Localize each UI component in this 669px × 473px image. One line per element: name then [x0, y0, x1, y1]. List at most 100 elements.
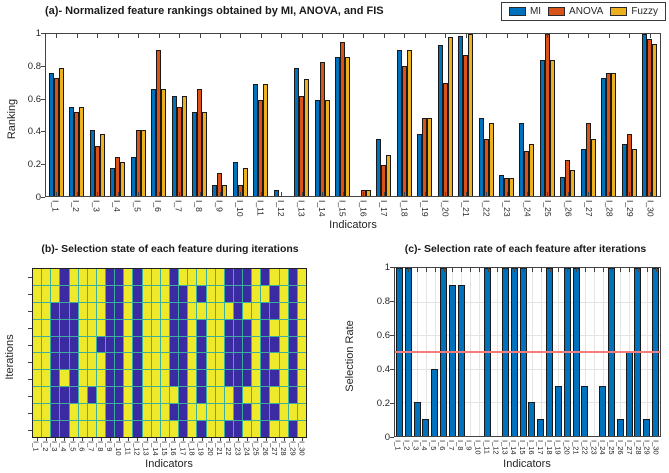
x-tick-mark: [608, 192, 610, 196]
heatmap-cell-I_22-it3: [224, 302, 233, 319]
x-tick-mark: [611, 268, 613, 272]
x-tick-mark: [363, 192, 365, 196]
x-tick-label: I_6: [77, 441, 87, 452]
x-tick-label: I_3: [91, 200, 102, 212]
heatmap-cell-I_7-it6: [87, 353, 96, 370]
x-tick-label: I_16: [526, 440, 536, 455]
heatmap-cell-I_17-it8: [179, 387, 188, 404]
heatmap-cell-I_27-it4: [270, 319, 279, 336]
heatmap-cell-I_4-it4: [60, 319, 69, 336]
heatmap-cell-I_1-it2: [33, 285, 42, 302]
bar-MI-I_9: [212, 185, 218, 196]
heatmap-cell-I_12-it5: [133, 336, 142, 353]
x-tick-label: I_14: [317, 200, 328, 217]
bar-MI-I_17: [376, 139, 382, 196]
heatmap-cell-I_16-it9: [169, 404, 179, 421]
heatmap-cell-I_1-it9: [33, 404, 42, 421]
x-tick-mark: [506, 192, 508, 196]
x-tick-mark: [240, 34, 242, 38]
bar-ANOVA-I_23: [504, 178, 509, 196]
bar-ANOVA-I_30: [647, 39, 653, 196]
bar-ANOVA-I_22: [483, 139, 489, 196]
heatmap-cell-I_7-it8: [87, 387, 96, 404]
x-tick-label: I_15: [518, 440, 528, 455]
bar-ANOVA-I_19: [422, 118, 428, 196]
heatmap-cell-I_10-it8: [115, 387, 124, 404]
heatmap-cell-I_25-it9: [252, 404, 261, 421]
heatmap-cell-I_20-it6: [206, 353, 215, 370]
bar-MI-I_30: [642, 34, 648, 196]
x-tick-label: I_5: [68, 441, 78, 452]
heatmap-cell-I_26-it10: [261, 421, 270, 437]
b-y-tick-mark: [28, 310, 32, 312]
x-tick-label: I_1: [50, 200, 61, 212]
heatmap-cell-I_6-it10: [78, 421, 87, 437]
heatmap-cell-I_22-it4: [224, 319, 233, 336]
heatmap-cell-I_29-it3: [288, 302, 297, 319]
heatmap-cell-I_10-it9: [115, 404, 124, 421]
bar-Fuzzy-I_21: [468, 34, 474, 196]
heatmap-cell-I_17-it4: [179, 319, 188, 336]
heatmap-cell-I_19-it1: [197, 269, 206, 285]
heatmap-cell-I_1-it8: [33, 387, 42, 404]
b-x-tick-mark: [82, 438, 84, 441]
x-tick-mark: [506, 34, 508, 38]
heatmap-cell-I_6-it7: [78, 370, 87, 387]
heatmap-cell-I_8-it1: [96, 269, 106, 285]
heatmap-cell-I_29-it6: [288, 353, 297, 370]
bar-MI-I_10: [232, 162, 238, 196]
heatmap-cell-I_13-it10: [142, 421, 151, 437]
heatmap-cell-I_25-it7: [252, 370, 261, 387]
x-tick-mark: [486, 34, 488, 38]
x-tick-mark: [452, 268, 454, 272]
x-tick-label: I_23: [589, 440, 599, 455]
heatmap-cell-I_21-it6: [215, 353, 224, 370]
x-tick-mark: [301, 192, 303, 196]
heatmap-cell-I_22-it9: [224, 404, 233, 421]
panel-c-xlabel: Indicators: [503, 458, 551, 470]
heatmap-cell-I_21-it8: [215, 387, 224, 404]
heatmap-cell-I_20-it9: [206, 404, 215, 421]
heatmap-cell-I_10-it7: [115, 370, 124, 387]
heatmap-cell-I_15-it7: [160, 370, 169, 387]
heatmap-cell-I_5-it4: [69, 319, 78, 336]
heatmap-cell-I_16-it7: [169, 370, 179, 387]
heatmap-cell-I_11-it9: [124, 404, 133, 421]
x-tick-label: I_25: [251, 441, 261, 456]
heatmap-cell-I_22-it7: [224, 370, 233, 387]
heatmap-cell-I_13-it9: [142, 404, 151, 421]
heatmap-cell-I_10-it10: [115, 421, 124, 437]
heatmap-cell-I_30-it1: [297, 269, 306, 285]
x-tick-label: I_23: [502, 200, 512, 217]
heatmap-cell-I_11-it2: [124, 285, 133, 302]
x-tick-mark: [649, 192, 651, 196]
bar-ANOVA-I_7: [176, 107, 182, 196]
b-x-tick-mark: [100, 438, 102, 441]
x-tick-label: I_25: [607, 440, 617, 455]
heatmap-cell-I_24-it7: [243, 370, 252, 387]
heatmap-cell-I_19-it8: [197, 387, 206, 404]
bar-Fuzzy-I_27: [590, 139, 596, 196]
heatmap-cell-I_13-it4: [142, 319, 151, 336]
x-tick-label: I_22: [580, 440, 590, 455]
bar-MI-I_21: [458, 36, 464, 196]
heatmap-cell-I_9-it10: [106, 421, 115, 437]
x-tick-label: I_11: [255, 200, 266, 216]
bar-Fuzzy-I_24: [529, 144, 535, 196]
heatmap-cell-I_17-it9: [179, 404, 188, 421]
heatmap-cell-I_14-it9: [151, 404, 160, 421]
bar-MI-I_1: [48, 73, 54, 196]
x-tick-mark: [260, 192, 262, 196]
x-tick-label: I_17: [535, 440, 545, 455]
bar-Fuzzy-I_15: [345, 57, 351, 196]
heatmap-cell-I_8-it8: [96, 387, 106, 404]
heatmap-cell-I_15-it4: [160, 319, 169, 336]
heatmap-cell-I_24-it5: [243, 336, 252, 353]
bar-Fuzzy-I_13: [304, 79, 310, 196]
b-x-tick-mark: [91, 438, 93, 441]
y-tick-label: 0: [35, 192, 41, 203]
heatmap-cell-I_6-it5: [78, 336, 87, 353]
x-tick-mark: [117, 34, 119, 38]
bar-MI-I_2: [69, 107, 75, 196]
x-tick-mark: [523, 268, 525, 272]
